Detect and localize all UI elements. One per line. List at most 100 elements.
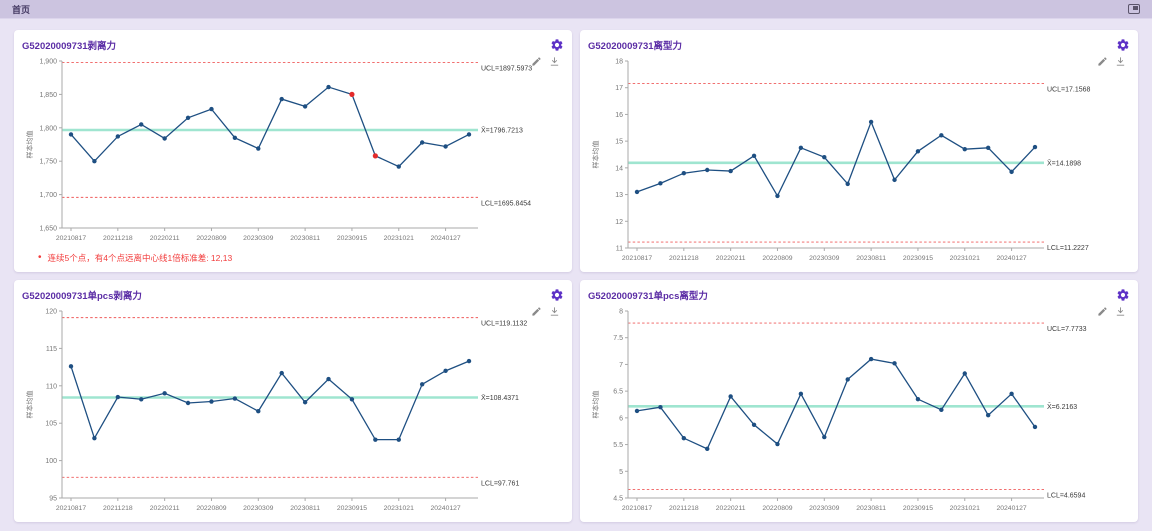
- svg-text:12: 12: [615, 219, 623, 226]
- svg-text:1,700: 1,700: [39, 192, 57, 199]
- svg-text:1,800: 1,800: [39, 125, 57, 132]
- svg-text:15: 15: [615, 139, 623, 146]
- svg-text:18: 18: [615, 59, 623, 66]
- top-navigation-bar: 首页: [0, 0, 1152, 19]
- svg-text:6.5: 6.5: [613, 389, 623, 396]
- svg-text:20210817: 20210817: [56, 235, 86, 242]
- svg-text:20230309: 20230309: [243, 505, 273, 512]
- svg-text:20210817: 20210817: [56, 505, 86, 512]
- svg-text:4.5: 4.5: [613, 496, 623, 503]
- svg-text:1,900: 1,900: [39, 59, 57, 66]
- svg-text:20230915: 20230915: [337, 505, 367, 512]
- svg-text:20220211: 20220211: [150, 505, 180, 512]
- svg-text:1,650: 1,650: [39, 226, 57, 233]
- panel-header: G52020009731单pcs剥离力: [22, 286, 564, 303]
- download-icon[interactable]: [549, 306, 560, 317]
- svg-text:7: 7: [619, 362, 623, 369]
- note-text: 连续5个点，有4个点远离中心线1倍标准差: 12,13: [47, 253, 233, 263]
- download-icon[interactable]: [1115, 306, 1126, 317]
- svg-text:20230915: 20230915: [903, 255, 933, 262]
- svg-text:20211218: 20211218: [669, 255, 699, 262]
- dashboard-grid: G52020009731剥离力 UCL=1897.5973 X̄=1796.721…: [0, 19, 1152, 531]
- svg-text:14: 14: [615, 165, 623, 172]
- pencil-icon[interactable]: [1097, 56, 1108, 67]
- svg-text:20240127: 20240127: [430, 235, 460, 242]
- pencil-icon[interactable]: [531, 56, 542, 67]
- pencil-icon[interactable]: [531, 306, 542, 317]
- svg-text:20230811: 20230811: [290, 505, 320, 512]
- chart-toolbar: [531, 306, 560, 317]
- svg-text:8: 8: [619, 309, 623, 316]
- svg-text:20231021: 20231021: [384, 235, 414, 242]
- control-chart-pcs-release-force: UCL=7.7733 X̄=6.2163 LCL=4.6594 4.5 5 5.5 6 6.5…: [591, 309, 1087, 513]
- note-bullet: •: [38, 252, 42, 263]
- download-icon[interactable]: [549, 56, 560, 67]
- svg-text:20240127: 20240127: [996, 505, 1026, 512]
- chart-panel-pcs-release-force: G52020009731单pcs离型力 UCL=7.7733 X̄=6.2163 L…: [580, 280, 1138, 522]
- chart-panel-peel-force: G52020009731剥离力 UCL=1897.5973 X̄=1796.721…: [14, 30, 572, 272]
- svg-text:20231021: 20231021: [384, 505, 414, 512]
- chart-area: UCL=119.1132 X̄=108.4371 LCL=97.761 95 100 10…: [22, 303, 564, 518]
- svg-text:20220211: 20220211: [150, 235, 180, 242]
- panel-title: G52020009731剥离力: [22, 40, 117, 52]
- tab-home[interactable]: 首页: [12, 4, 31, 15]
- svg-text:20210817: 20210817: [622, 505, 652, 512]
- svg-text:13: 13: [615, 192, 623, 199]
- svg-text:20220211: 20220211: [716, 255, 746, 262]
- control-chart-release-force: UCL=17.1568 X̄=14.1898 LCL=11.2227 11 12 13 14…: [591, 59, 1091, 263]
- chart-area: UCL=7.7733 X̄=6.2163 LCL=4.6594 4.5 5 5.5 6 6.5…: [588, 303, 1130, 518]
- svg-text:20230309: 20230309: [809, 255, 839, 262]
- panel-title: G52020009731单pcs剥离力: [22, 290, 142, 302]
- pencil-icon[interactable]: [1097, 306, 1108, 317]
- svg-text:5: 5: [619, 469, 623, 476]
- svg-text:115: 115: [46, 346, 57, 353]
- download-icon[interactable]: [1115, 56, 1126, 67]
- chart-toolbar: [1097, 56, 1126, 67]
- svg-text:20211218: 20211218: [103, 235, 133, 242]
- svg-text:20240127: 20240127: [430, 505, 460, 512]
- svg-text:20240127: 20240127: [996, 255, 1026, 262]
- svg-text:X̄=108.4371: X̄=108.4371: [481, 394, 519, 402]
- svg-text:20230309: 20230309: [809, 505, 839, 512]
- gear-icon[interactable]: [1116, 288, 1130, 302]
- svg-text:16: 16: [615, 112, 623, 119]
- panel-title: G52020009731离型力: [588, 40, 683, 52]
- chart-panel-pcs-peel-force: G52020009731单pcs剥离力 UCL=119.1132 X̄=108.4…: [14, 280, 572, 522]
- svg-text:95: 95: [49, 496, 57, 503]
- svg-text:20230811: 20230811: [290, 235, 320, 242]
- svg-text:X̄=14.1898: X̄=14.1898: [1047, 159, 1081, 167]
- gear-icon[interactable]: [550, 38, 564, 52]
- svg-text:20230811: 20230811: [856, 505, 886, 512]
- expand-icon[interactable]: [1128, 4, 1140, 14]
- svg-text:20220809: 20220809: [196, 505, 226, 512]
- svg-text:1,750: 1,750: [39, 159, 57, 166]
- panel-header: G52020009731单pcs离型力: [588, 286, 1130, 303]
- control-chart-pcs-peel-force: UCL=119.1132 X̄=108.4371 LCL=97.761 95 100 10…: [25, 309, 527, 513]
- svg-text:LCL=1695.8454: LCL=1695.8454: [481, 200, 531, 207]
- panel-title: G52020009731单pcs离型力: [588, 290, 708, 302]
- svg-text:UCL=7.7733: UCL=7.7733: [1047, 326, 1087, 333]
- svg-text:20230811: 20230811: [856, 255, 886, 262]
- svg-text:20220809: 20220809: [762, 505, 792, 512]
- chart-toolbar: [1097, 306, 1126, 317]
- svg-text:20230915: 20230915: [337, 235, 367, 242]
- svg-text:20231021: 20231021: [950, 505, 980, 512]
- svg-text:X̄=1796.7213: X̄=1796.7213: [481, 126, 523, 134]
- svg-text:UCL=17.1568: UCL=17.1568: [1047, 87, 1091, 94]
- chart-toolbar: [531, 56, 560, 67]
- svg-text:110: 110: [46, 383, 57, 390]
- panel-header: G52020009731离型力: [588, 36, 1130, 53]
- svg-text:20211218: 20211218: [103, 505, 133, 512]
- svg-text:UCL=1897.5973: UCL=1897.5973: [481, 66, 532, 73]
- svg-text:6: 6: [619, 415, 623, 422]
- panel-header: G52020009731剥离力: [22, 36, 564, 53]
- gear-icon[interactable]: [1116, 38, 1130, 52]
- svg-text:LCL=11.2227: LCL=11.2227: [1047, 245, 1089, 252]
- svg-text:20230915: 20230915: [903, 505, 933, 512]
- gear-icon[interactable]: [550, 288, 564, 302]
- svg-text:100: 100: [45, 458, 57, 465]
- rule-violation-note: • 连续5个点，有4个点远离中心线1倍标准差: 12,13: [22, 248, 564, 268]
- control-chart-peel-force: UCL=1897.5973 X̄=1796.7213 LCL=1695.8454 1,…: [25, 59, 532, 243]
- svg-text:样本均值: 样本均值: [591, 141, 600, 169]
- chart-area: UCL=1897.5973 X̄=1796.7213 LCL=1695.8454 1,…: [22, 53, 564, 248]
